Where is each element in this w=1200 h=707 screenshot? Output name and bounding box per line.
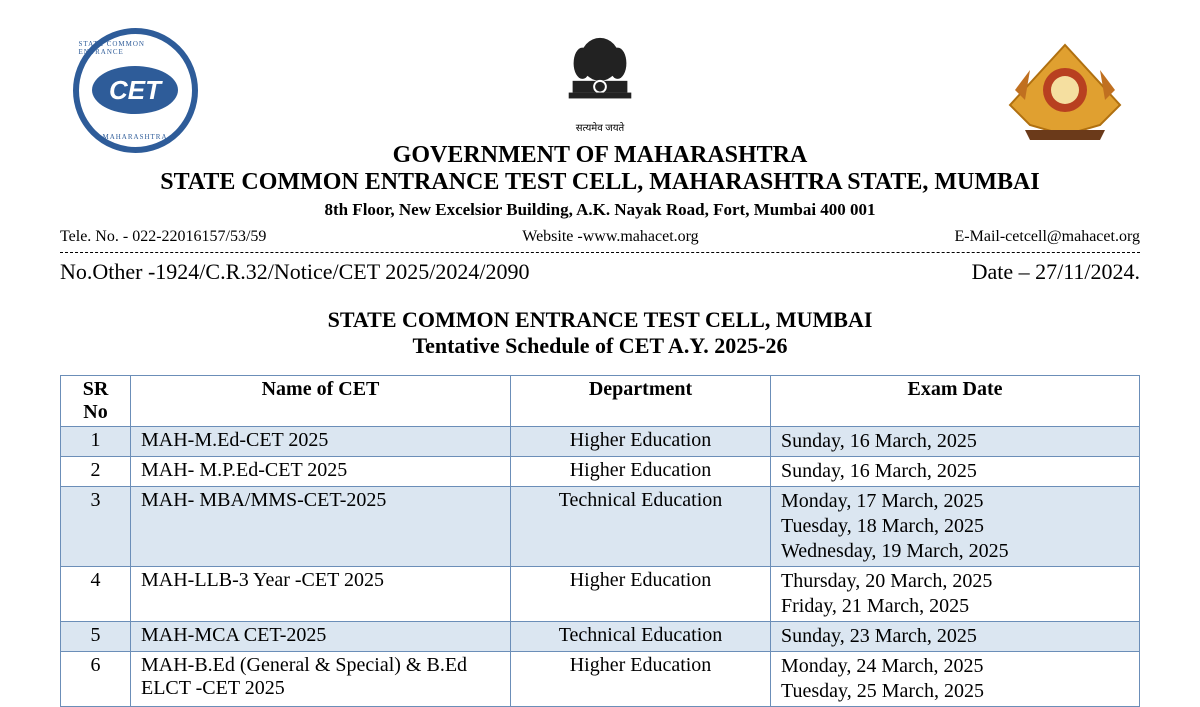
cell-date: Sunday, 23 March, 2025 [771, 622, 1140, 652]
cell-dept: Higher Education [511, 567, 771, 622]
cell-name: MAH-LLB-3 Year -CET 2025 [131, 567, 511, 622]
col-date: Exam Date [771, 376, 1140, 427]
cell-sr: 6 [61, 652, 131, 707]
cell-dept: Higher Education [511, 457, 771, 487]
table-body: 1MAH-M.Ed-CET 2025Higher EducationSunday… [61, 427, 1140, 707]
exam-date-line: Thursday, 20 March, 2025 [781, 569, 1129, 594]
cell-sr: 1 [61, 427, 131, 457]
document-title-line2: Tentative Schedule of CET A.Y. 2025-26 [60, 333, 1140, 359]
ashoka-emblem-icon: सत्यमेव जयते [560, 30, 640, 134]
cet-logo: STATE COMMON ENTRANCE CET MAHARASHTRA [60, 30, 210, 150]
emblem-motto: सत्यमेव जयते [576, 120, 624, 134]
col-dept: Department [511, 376, 771, 427]
address-line: 8th Floor, New Excelsior Building, A.K. … [60, 200, 1140, 220]
cet-logo-oval: CET [92, 66, 178, 114]
cell-date: Sunday, 16 March, 2025 [771, 457, 1140, 487]
col-name: Name of CET [131, 376, 511, 427]
cet-logo-circle: STATE COMMON ENTRANCE CET MAHARASHTRA [73, 28, 198, 153]
cell-sr: 5 [61, 622, 131, 652]
cell-dept: Higher Education [511, 427, 771, 457]
table-row: 2MAH- M.P.Ed-CET 2025Higher Education Sun… [61, 457, 1140, 487]
cell-dept: Technical Education [511, 487, 771, 567]
cell-name: MAH- MBA/MMS-CET-2025 [131, 487, 511, 567]
government-line: GOVERNMENT OF MAHARASHTRA [60, 142, 1140, 169]
reference-row: No.Other -1924/C.R.32/Notice/CET 2025/20… [60, 259, 1140, 285]
cell-line: STATE COMMON ENTRANCE TEST CELL, MAHARAS… [60, 169, 1140, 196]
document-title-line1: STATE COMMON ENTRANCE TEST CELL, MUMBAI [60, 307, 1140, 333]
table-row: 1MAH-M.Ed-CET 2025Higher Education Sunday… [61, 427, 1140, 457]
cell-name: MAH-MCA CET-2025 [131, 622, 511, 652]
cell-name: MAH-B.Ed (General & Special) & B.Ed ELCT… [131, 652, 511, 707]
cell-name: MAH-M.Ed-CET 2025 [131, 427, 511, 457]
state-emblem [990, 30, 1140, 150]
cell-name: MAH- M.P.Ed-CET 2025 [131, 457, 511, 487]
cell-date: Monday, 24 March, 2025Tuesday, 25 March,… [771, 652, 1140, 707]
cell-dept: Technical Education [511, 622, 771, 652]
exam-date-line: Sunday, 16 March, 2025 [781, 429, 1129, 454]
exam-date-line: Monday, 24 March, 2025 [781, 654, 1129, 679]
cell-date: Thursday, 20 March, 2025Friday, 21 March… [771, 567, 1140, 622]
cell-dept: Higher Education [511, 652, 771, 707]
exam-date-line: Tuesday, 18 March, 2025 [781, 514, 1129, 539]
exam-date-line: Friday, 21 March, 2025 [781, 594, 1129, 619]
exam-date-line: Sunday, 23 March, 2025 [781, 624, 1129, 649]
col-sr: SR No [61, 376, 131, 427]
cet-logo-ring-bottom: MAHARASHTRA [102, 133, 167, 141]
cell-sr: 3 [61, 487, 131, 567]
contact-row: Tele. No. - 022-22016157/53/59 Website -… [60, 228, 1140, 253]
table-row: 4MAH-LLB-3 Year -CET 2025Higher Educatio… [61, 567, 1140, 622]
reference-number: No.Other -1924/C.R.32/Notice/CET 2025/20… [60, 259, 530, 285]
header-titles: GOVERNMENT OF MAHARASHTRA STATE COMMON E… [60, 142, 1140, 220]
table-row: 3MAH- MBA/MMS-CET-2025Technical Educatio… [61, 487, 1140, 567]
exam-date-line: Wednesday, 19 March, 2025 [781, 539, 1129, 564]
header-logo-row: STATE COMMON ENTRANCE CET MAHARASHTRA सत… [60, 30, 1140, 150]
document-date: Date – 27/11/2024. [972, 259, 1140, 285]
cell-date: Monday, 17 March, 2025Tuesday, 18 March,… [771, 487, 1140, 567]
cell-date: Sunday, 16 March, 2025 [771, 427, 1140, 457]
document-page: STATE COMMON ENTRANCE CET MAHARASHTRA सत… [0, 0, 1200, 707]
table-header: SR No Name of CET Department Exam Date [61, 376, 1140, 427]
exam-date-line: Monday, 17 March, 2025 [781, 489, 1129, 514]
schedule-table: SR No Name of CET Department Exam Date 1… [60, 375, 1140, 707]
national-emblem: सत्यमेव जयते [210, 30, 990, 134]
cell-sr: 2 [61, 457, 131, 487]
cell-sr: 4 [61, 567, 131, 622]
state-emblem-icon [1000, 30, 1130, 150]
telephone: Tele. No. - 022-22016157/53/59 [60, 228, 266, 246]
table-row: 5MAH-MCA CET-2025Technical Education Sund… [61, 622, 1140, 652]
email: E-Mail-cetcell@mahacet.org [955, 228, 1140, 246]
exam-date-line: Sunday, 16 March, 2025 [781, 459, 1129, 484]
table-row: 6MAH-B.Ed (General & Special) & B.Ed ELC… [61, 652, 1140, 707]
exam-date-line: Tuesday, 25 March, 2025 [781, 679, 1129, 704]
website: Website -www.mahacet.org [522, 228, 698, 246]
cet-logo-ring-top: STATE COMMON ENTRANCE [79, 40, 192, 56]
